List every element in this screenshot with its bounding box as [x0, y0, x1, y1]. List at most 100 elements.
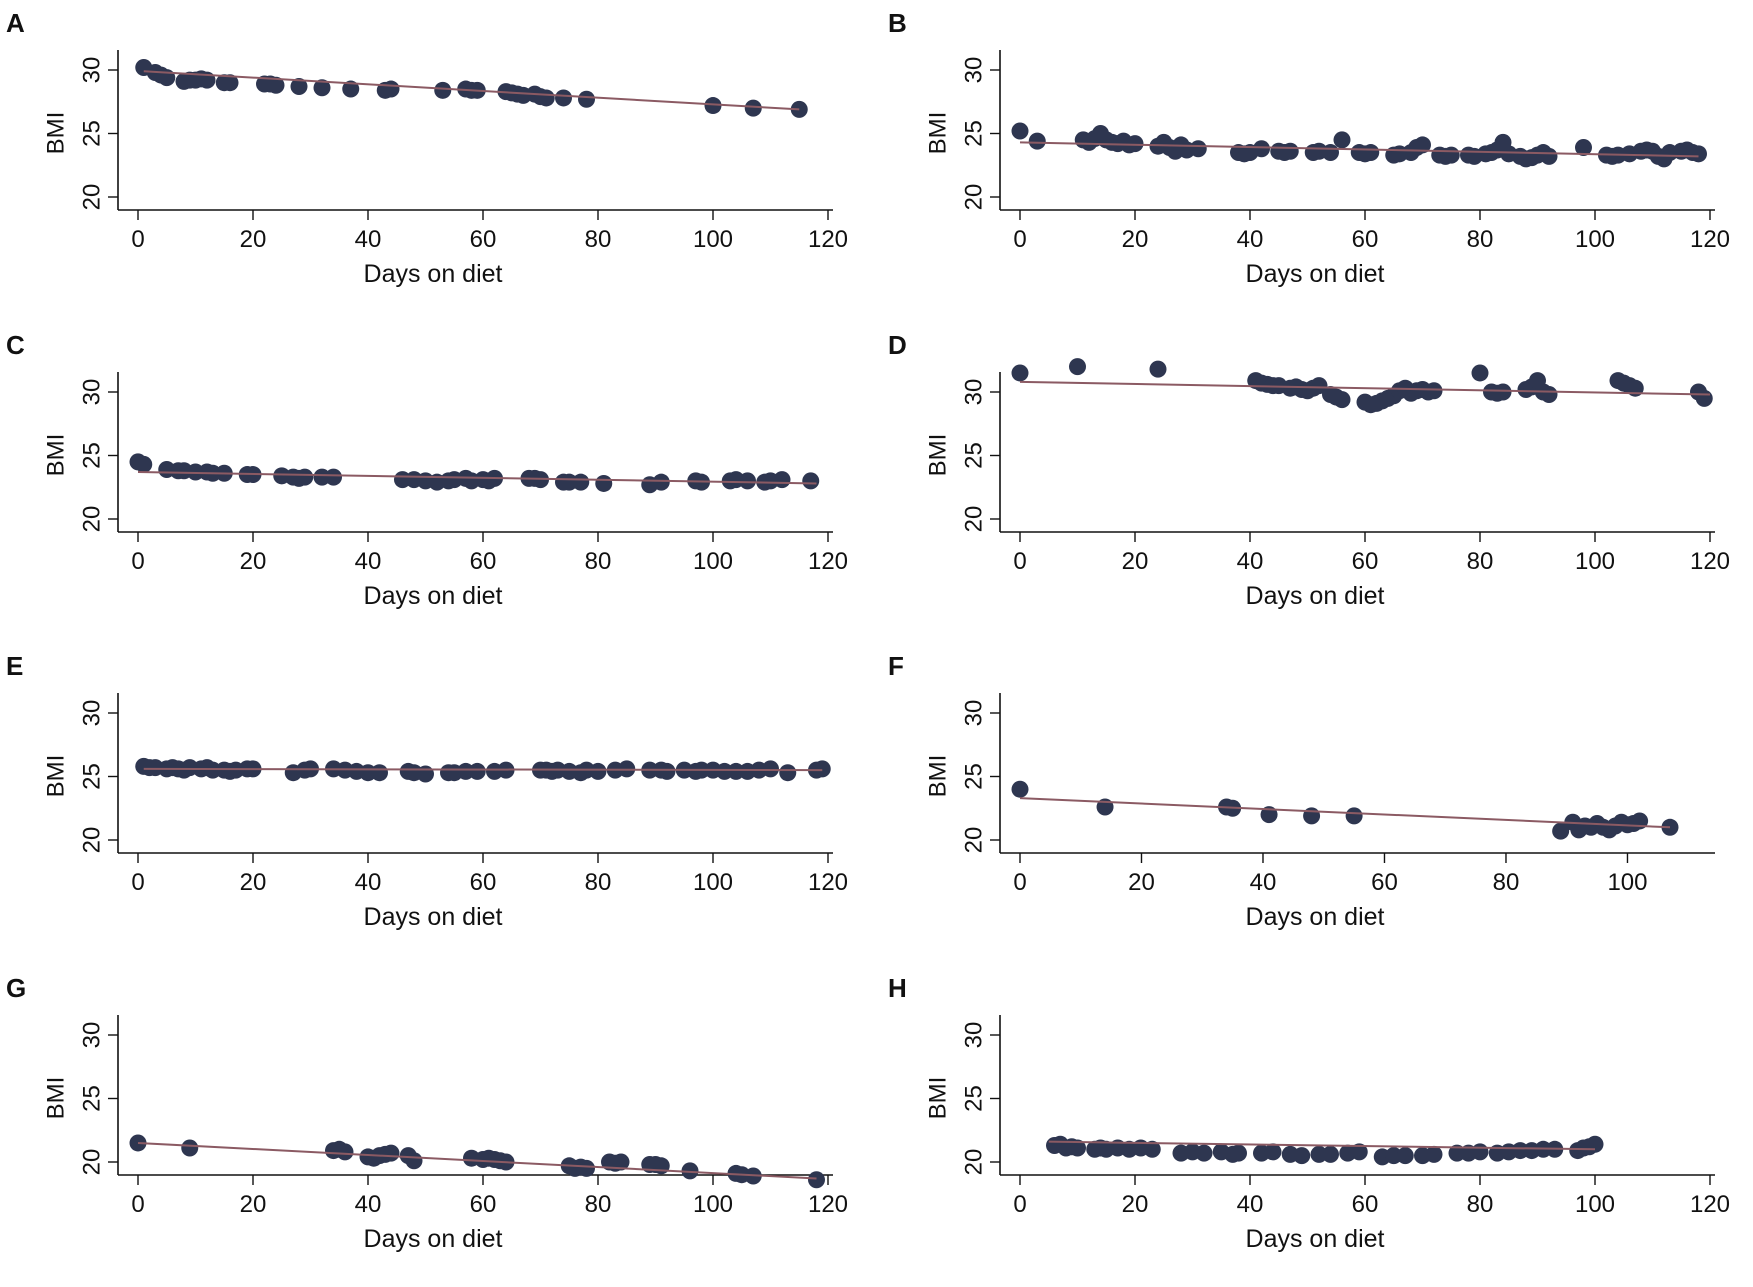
data-point [1695, 389, 1713, 407]
x-tick-label: 40 [355, 226, 382, 253]
data-point [808, 1171, 825, 1189]
x-tick-label: 0 [131, 869, 144, 896]
y-axis-title: BMI [43, 434, 70, 477]
x-tick-label: 40 [1237, 548, 1264, 575]
data-point [1303, 807, 1321, 825]
data-point [1425, 382, 1443, 400]
fit-line [1048, 1140, 1596, 1151]
data-point [405, 1152, 423, 1170]
x-tick-label: 80 [585, 869, 612, 896]
panel-letter: D [888, 330, 907, 360]
data-point [1494, 383, 1512, 401]
fit-line [137, 1141, 817, 1180]
y-tick-label: 30 [961, 1022, 988, 1049]
data-point [1253, 140, 1270, 158]
data-point [1471, 1143, 1489, 1161]
x-tick-label: 80 [1467, 548, 1494, 575]
data-point [1425, 1145, 1443, 1163]
panel-letter: C [6, 330, 25, 360]
data-point [813, 760, 831, 778]
data-point [325, 468, 342, 486]
data-point [612, 1153, 630, 1171]
data-point [802, 472, 820, 490]
data-point [658, 762, 676, 780]
x-tick-label: 20 [1128, 869, 1155, 896]
x-tick-label: 80 [585, 548, 612, 575]
data-point [744, 99, 762, 117]
x-axis-title: Days on diet [364, 903, 503, 931]
x-tick-label: 120 [808, 548, 848, 575]
x-tick-label: 40 [1250, 869, 1277, 896]
x-axis-title: Days on diet [364, 260, 503, 288]
data-point [468, 762, 486, 780]
data-point [1575, 138, 1592, 156]
y-tick-label: 25 [79, 442, 106, 469]
data-point [652, 473, 670, 491]
x-tick-label: 40 [355, 548, 382, 575]
panel-h: H 20 25 30 0 20 40 60 80 100 120 Days on diet BMI [888, 973, 1730, 1253]
data-point [1293, 1147, 1311, 1165]
y-tick-label: 25 [79, 1085, 106, 1112]
x-tick-label: 20 [240, 869, 267, 896]
y-axis-title: BMI [43, 112, 70, 155]
x-tick-label: 100 [1607, 869, 1647, 896]
data-point [555, 89, 572, 107]
y-tick-label: 25 [961, 120, 988, 147]
panel-letter: H [888, 973, 907, 1003]
panel-letter: A [6, 8, 25, 38]
data-point [1230, 1144, 1247, 1162]
panel-letter: B [888, 8, 907, 38]
data-point [1540, 147, 1558, 165]
x-tick-label: 100 [1575, 1191, 1615, 1218]
data-point [1264, 1143, 1282, 1161]
y-tick-label: 20 [961, 827, 988, 854]
data-point [1126, 135, 1144, 153]
y-tick-label: 30 [79, 700, 106, 727]
panel-b: B 20 25 30 0 20 40 60 80 100 120 Days on diet BMI [888, 8, 1730, 288]
y-tick-label: 25 [961, 763, 988, 790]
data-point [1540, 386, 1558, 404]
data-point [572, 473, 590, 491]
x-tick-label: 80 [1493, 869, 1520, 896]
y-tick-label: 20 [79, 184, 106, 211]
panel-d: D 20 25 30 0 20 40 60 80 100 120 Days on diet BMI [888, 330, 1730, 610]
data-point [313, 79, 331, 97]
y-tick-label: 20 [79, 1149, 106, 1176]
x-tick-label: 20 [240, 1191, 267, 1218]
x-tick-label: 100 [1575, 548, 1615, 575]
x-tick-label: 60 [1371, 869, 1398, 896]
data-point [434, 81, 452, 99]
fit-line [143, 70, 800, 111]
x-tick-label: 80 [585, 226, 612, 253]
x-tick-label: 120 [1690, 226, 1730, 253]
data-point [1442, 146, 1460, 164]
data-point [336, 1143, 354, 1161]
x-tick-label: 0 [131, 226, 144, 253]
y-tick-label: 20 [961, 506, 988, 533]
x-tick-label: 0 [1013, 1191, 1026, 1218]
data-point [267, 76, 285, 94]
y-tick-label: 25 [79, 120, 106, 147]
data-point [1143, 1140, 1161, 1158]
x-tick-label: 40 [355, 869, 382, 896]
x-tick-label: 100 [693, 869, 733, 896]
data-point [1552, 822, 1570, 840]
x-tick-label: 100 [693, 226, 733, 253]
x-tick-label: 20 [1122, 548, 1149, 575]
data-point [1011, 364, 1029, 382]
data-point [135, 455, 153, 473]
x-axis-title: Days on diet [364, 1225, 503, 1253]
data-point [1333, 131, 1351, 149]
data-point [1345, 807, 1363, 825]
y-axis-title: BMI [43, 755, 70, 798]
fit-line [143, 767, 823, 772]
data-point [1414, 136, 1431, 154]
y-axis-title: BMI [925, 1077, 952, 1120]
fit-line [1019, 797, 1671, 829]
data-point [1396, 1147, 1414, 1165]
x-tick-label: 80 [1467, 226, 1494, 253]
y-tick-label: 30 [79, 57, 106, 84]
panel-e: E 20 25 30 0 20 40 60 80 100 120 Days on diet BMI [6, 651, 848, 931]
y-tick-label: 20 [961, 1149, 988, 1176]
